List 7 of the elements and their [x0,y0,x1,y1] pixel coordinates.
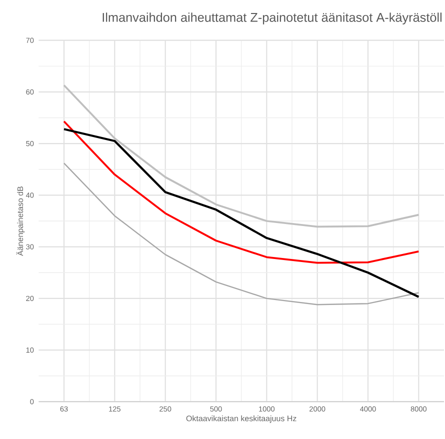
line-series [63,162,420,306]
y-axis-title: Äänenpainetaso dB [16,186,25,256]
x-axis-title: Oktaavikaistan keskitaajuus Hz [186,415,296,423]
line-series [62,128,420,298]
line-series [63,120,420,264]
line-series [63,84,420,228]
chart-title: Ilmanvaihdon aiheuttamat Z-painotetut äänitasot A-käyrästöll [102,12,442,24]
